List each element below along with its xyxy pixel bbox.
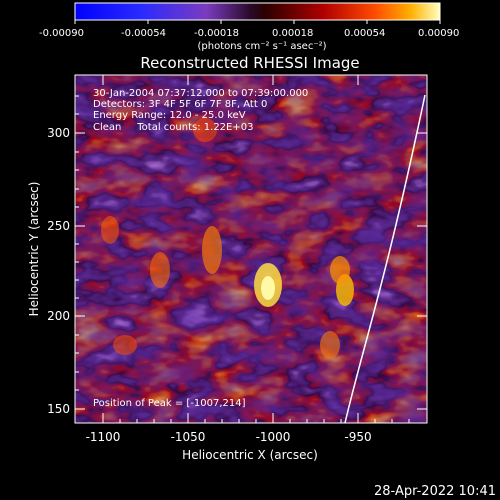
plot-frame (74, 74, 428, 424)
x-axis-ticks (102, 75, 410, 423)
y-tick-label: 300 (47, 126, 70, 140)
rhessi-image (75, 75, 427, 423)
colorbar-tick-label: -0.00018 (194, 28, 239, 39)
timestamp: 28-Apr-2022 10:41 (374, 484, 496, 499)
colorbar: -0.00090 -0.00054 -0.00018 0.00018 0.000… (39, 2, 459, 52)
peak-position-label: Position of Peak = [-1007,214] (93, 398, 246, 409)
colorbar-tick-label: 0.00054 (344, 28, 385, 39)
y-axis-label: Heliocentric Y (arcsec) (27, 182, 41, 317)
solar-limb (344, 94, 426, 423)
x-tick-label: -1100 (86, 430, 121, 444)
x-tick-label: -1050 (171, 430, 206, 444)
colorbar-gradient (74, 2, 441, 21)
colorbar-tick-label: 0.00018 (272, 28, 313, 39)
y-tick-label: 250 (47, 219, 70, 233)
colorbar-units: (photons cm⁻² s⁻¹ asec⁻²) (197, 41, 326, 52)
y-tick-label: 150 (47, 402, 70, 416)
colorbar-tick-label: 0.00090 (418, 28, 459, 39)
info-block: 30-Jan-2004 07:37:12.000 to 07:39:00.000… (93, 88, 308, 133)
plot-title: Reconstructed RHESSI Image (140, 54, 359, 72)
x-axis-label: Heliocentric X (arcsec) (182, 448, 318, 462)
x-tick-label: -950 (344, 430, 371, 444)
info-counts: Clean Total counts: 1.22E+03 (93, 122, 253, 133)
info-time-range: 30-Jan-2004 07:37:12.000 to 07:39:00.000 (93, 88, 308, 99)
colorbar-tick-label: -0.00054 (121, 28, 166, 39)
info-detectors: Detectors: 3F 4F 5F 6F 7F 8F, Att 0 (93, 99, 267, 110)
info-energy-range: Energy Range: 12.0 - 25.0 keV (93, 110, 246, 121)
x-tick-label: -1000 (256, 430, 291, 444)
y-axis-ticks (75, 95, 427, 410)
y-tick-label: 200 (47, 309, 70, 323)
colorbar-tick-label: -0.00090 (39, 28, 84, 39)
